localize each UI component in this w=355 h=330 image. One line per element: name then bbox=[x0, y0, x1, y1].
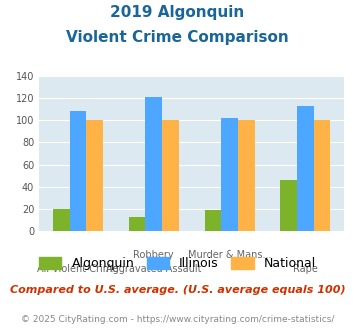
Bar bbox=[86, 120, 103, 231]
Bar bbox=[53, 209, 70, 231]
Bar bbox=[129, 216, 146, 231]
Text: Rape: Rape bbox=[293, 264, 318, 274]
Bar bbox=[280, 180, 297, 231]
Text: © 2025 CityRating.com - https://www.cityrating.com/crime-statistics/: © 2025 CityRating.com - https://www.city… bbox=[21, 315, 334, 324]
Bar bbox=[162, 120, 179, 231]
Text: All Violent Crime: All Violent Crime bbox=[37, 264, 119, 274]
Bar bbox=[314, 120, 331, 231]
Bar bbox=[238, 120, 255, 231]
Bar bbox=[204, 210, 221, 231]
Bar bbox=[146, 97, 162, 231]
Text: Robbery: Robbery bbox=[133, 250, 174, 260]
Text: Compared to U.S. average. (U.S. average equals 100): Compared to U.S. average. (U.S. average … bbox=[10, 285, 345, 295]
Bar bbox=[70, 111, 86, 231]
Text: Murder & Mans...: Murder & Mans... bbox=[188, 250, 271, 260]
Text: Violent Crime Comparison: Violent Crime Comparison bbox=[66, 30, 289, 45]
Bar bbox=[221, 118, 238, 231]
Legend: Algonquin, Illinois, National: Algonquin, Illinois, National bbox=[34, 252, 321, 275]
Text: 2019 Algonquin: 2019 Algonquin bbox=[110, 5, 245, 20]
Bar bbox=[297, 106, 314, 231]
Text: Aggravated Assault: Aggravated Assault bbox=[106, 264, 202, 274]
